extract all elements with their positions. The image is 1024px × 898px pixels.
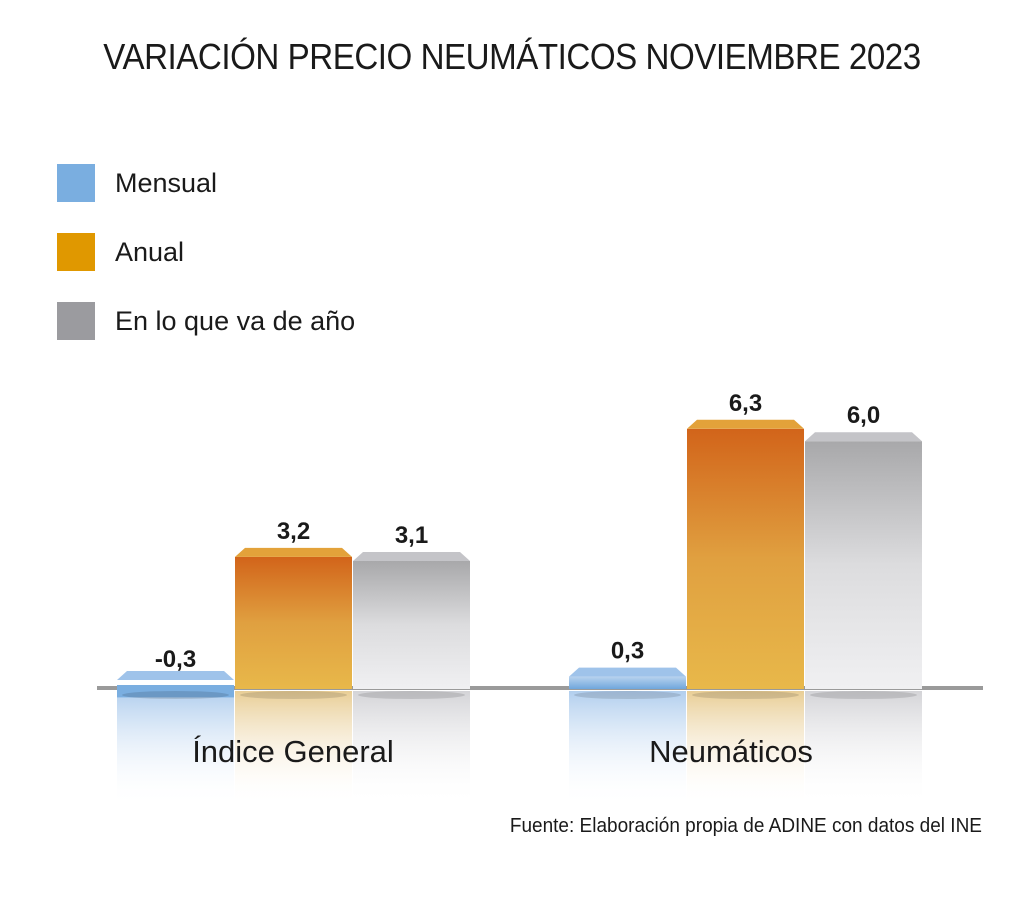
bar-shadow xyxy=(810,691,917,699)
bar-cap xyxy=(235,547,352,557)
bar-cap xyxy=(805,432,922,442)
bar-mensual-neum-ticos xyxy=(569,676,686,689)
bar-reflection xyxy=(235,691,352,806)
legend-item-anual: Anual xyxy=(57,233,355,271)
data-label-ytd--ndice-general: 3,1 xyxy=(395,522,428,549)
bar-reflection xyxy=(805,691,922,806)
legend-label: En lo que va de año xyxy=(115,305,356,336)
bar-reflection xyxy=(117,691,234,806)
source-note: Fuente: Elaboración propia de ADINE con … xyxy=(509,815,982,837)
chart-title: VARIACIÓN PRECIO NEUMÁTICOS NOVIEMBRE 20… xyxy=(103,36,921,77)
bar-ytd--ndice-general xyxy=(353,560,470,689)
bar-shadow xyxy=(692,691,799,699)
legend-swatch-anual xyxy=(57,233,95,271)
bar-shadow xyxy=(358,691,465,699)
bar-anual--ndice-general xyxy=(235,556,352,689)
legend-label: Anual xyxy=(115,236,185,267)
bar-cap xyxy=(353,551,470,561)
bar-ytd-neum-ticos xyxy=(805,441,922,689)
legend-swatch-mensual xyxy=(57,164,95,202)
category-label-indice-general: Índice General xyxy=(192,734,394,769)
bar-mensual--ndice-general xyxy=(117,685,234,698)
legend-item-ytd: En lo que va de año xyxy=(57,302,355,340)
legend: Mensual Anual En lo que va de año xyxy=(57,164,355,371)
category-label-neumaticos: Neumáticos xyxy=(649,734,813,769)
bar-shadow xyxy=(122,691,229,699)
bar-anual-neum-ticos xyxy=(687,428,804,689)
legend-label: Mensual xyxy=(115,167,218,198)
bar-cap xyxy=(117,671,234,680)
bar-cap xyxy=(687,419,804,429)
bar-reflection xyxy=(353,691,470,806)
data-label-anual-neum-ticos: 6,3 xyxy=(729,390,762,417)
data-label-mensual--ndice-general: -0,3 xyxy=(155,646,196,673)
bar-cap xyxy=(569,667,686,677)
data-label-ytd-neum-ticos: 6,0 xyxy=(847,402,880,429)
bar-shadow xyxy=(240,691,347,699)
data-label-mensual-neum-ticos: 0,3 xyxy=(611,638,644,665)
legend-swatch-ytd xyxy=(57,302,95,340)
bar-reflection xyxy=(569,691,686,806)
bar-shadow xyxy=(574,691,681,699)
bar-reflection xyxy=(687,691,804,806)
legend-item-mensual: Mensual xyxy=(57,164,355,202)
data-label-anual--ndice-general: 3,2 xyxy=(277,518,310,545)
